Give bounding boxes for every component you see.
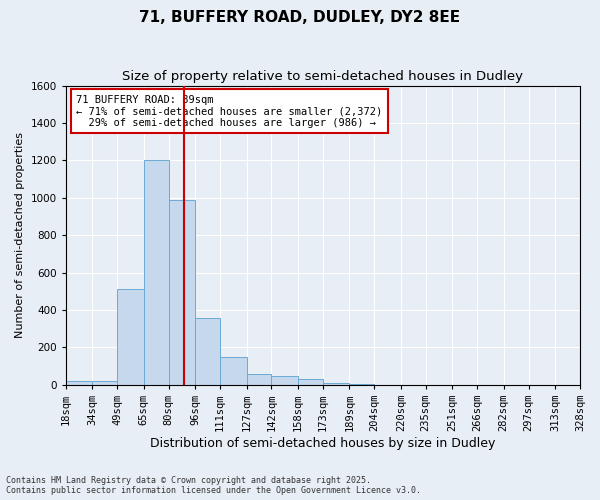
Y-axis label: Number of semi-detached properties: Number of semi-detached properties <box>15 132 25 338</box>
X-axis label: Distribution of semi-detached houses by size in Dudley: Distribution of semi-detached houses by … <box>150 437 496 450</box>
Title: Size of property relative to semi-detached houses in Dudley: Size of property relative to semi-detach… <box>122 70 523 83</box>
Text: 71, BUFFERY ROAD, DUDLEY, DY2 8EE: 71, BUFFERY ROAD, DUDLEY, DY2 8EE <box>139 10 461 25</box>
Bar <box>298 380 323 385</box>
Bar <box>169 200 195 385</box>
Bar <box>117 290 144 385</box>
Text: 71 BUFFERY ROAD: 89sqm
← 71% of semi-detached houses are smaller (2,372)
  29% o: 71 BUFFERY ROAD: 89sqm ← 71% of semi-det… <box>76 94 382 128</box>
Bar <box>220 357 247 385</box>
Bar <box>92 381 117 385</box>
Bar <box>349 384 374 385</box>
Bar <box>247 374 271 385</box>
Bar <box>144 160 169 385</box>
Bar <box>271 376 298 385</box>
Text: Contains HM Land Registry data © Crown copyright and database right 2025.
Contai: Contains HM Land Registry data © Crown c… <box>6 476 421 495</box>
Bar <box>66 381 92 385</box>
Bar <box>323 383 349 385</box>
Bar <box>195 318 220 385</box>
